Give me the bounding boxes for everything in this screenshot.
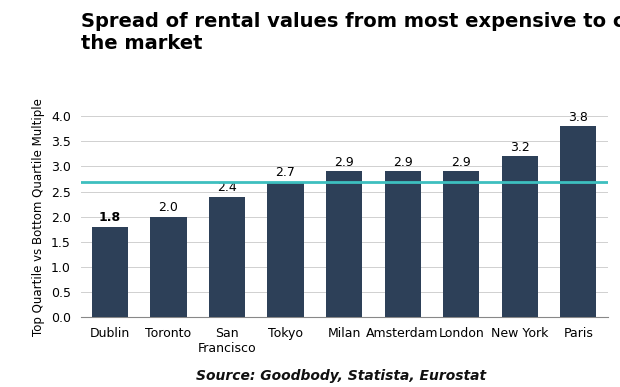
- Bar: [150, 217, 187, 317]
- Text: 2.0: 2.0: [159, 201, 179, 214]
- Bar: [560, 126, 596, 317]
- Bar: [209, 197, 245, 317]
- Bar: [92, 227, 128, 317]
- Text: 2.7: 2.7: [276, 166, 296, 179]
- Text: 3.8: 3.8: [569, 111, 588, 124]
- Bar: [326, 171, 362, 317]
- Text: 2.9: 2.9: [451, 156, 471, 169]
- Bar: [384, 171, 421, 317]
- Text: 2.9: 2.9: [334, 156, 354, 169]
- Y-axis label: Top Quartile vs Bottom Quartile Multiple: Top Quartile vs Bottom Quartile Multiple: [32, 98, 45, 336]
- Text: Spread of rental values from most expensive to cheapest parts of
the market: Spread of rental values from most expens…: [81, 12, 620, 53]
- Text: 2.9: 2.9: [393, 156, 412, 169]
- Bar: [267, 182, 304, 317]
- Text: 1.8: 1.8: [99, 211, 121, 224]
- Text: Source: Goodbody, Statista, Eurostat: Source: Goodbody, Statista, Eurostat: [196, 369, 486, 383]
- Text: 3.2: 3.2: [510, 141, 529, 154]
- Bar: [443, 171, 479, 317]
- Text: 2.4: 2.4: [217, 181, 237, 194]
- Legend: Spread (1st to 4th Quartile), Average: Spread (1st to 4th Quartile), Average: [177, 384, 512, 387]
- Bar: [502, 156, 538, 317]
